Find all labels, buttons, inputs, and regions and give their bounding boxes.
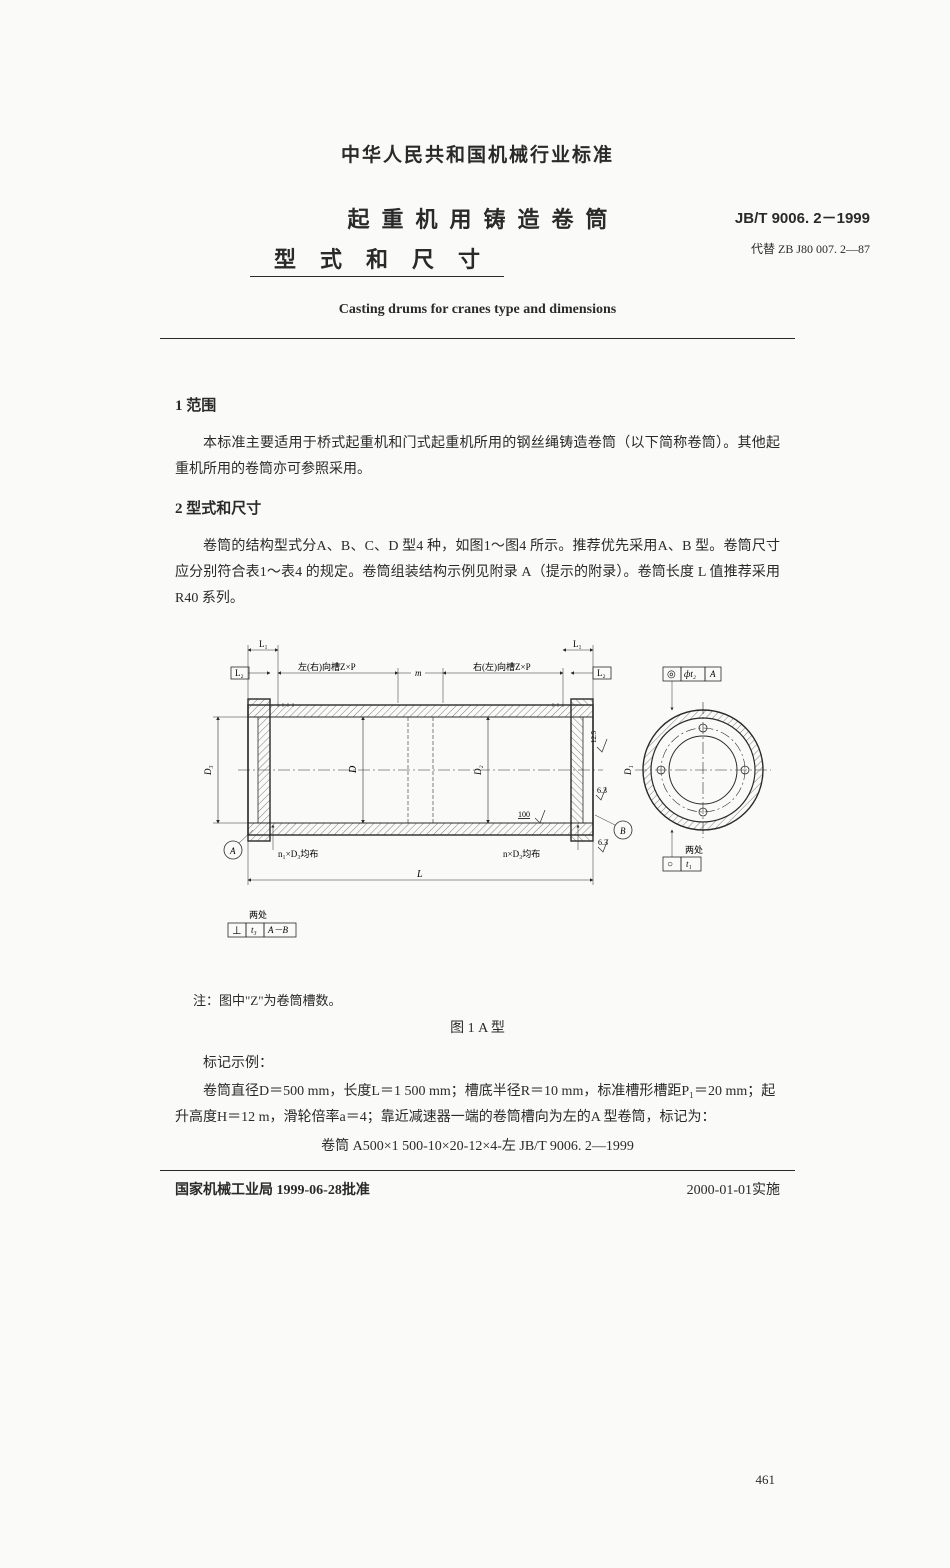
bottom-divider <box>160 1170 795 1171</box>
tol-t1: t₁ <box>686 859 692 869</box>
drum-end-view: D₁ ◎ фt₂ A 两处 ○ t₁ <box>623 667 771 871</box>
concentricity-symbol: ◎ <box>667 669 676 680</box>
drum-section-view: L₁ L₂ 左(右)向槽Z×P m 右(左)向槽Z×P <box>203 639 632 885</box>
figure-caption: 图 1 A 型 <box>175 1017 780 1037</box>
label-n1D3: n₁×D₃均布 <box>278 848 318 859</box>
label-right-groove: 右(左)向槽Z×P <box>473 661 531 672</box>
surface-125: 12.5 <box>590 731 598 744</box>
approval-text: 国家机械工业局 1999-06-28批准 <box>175 1179 370 1199</box>
country-standard-heading: 中华人民共和国机械行业标准 <box>175 140 780 167</box>
label-m: m <box>415 668 422 678</box>
surface-100: 100 <box>518 810 530 819</box>
figure-note: 注：图中"Z"为卷筒槽数。 <box>193 990 780 1009</box>
section-1-paragraph: 本标准主要适用于桥式起重机和门式起重机所用的钢丝绳铸造卷筒（以下简称卷筒）。其他… <box>175 431 780 483</box>
marking-designation: 卷筒 A500×1 500-10×20-12×4-左 JB/T 9006. 2—… <box>175 1135 780 1155</box>
standard-code: JB/T 9006. 2－1999 <box>735 207 870 228</box>
tol-t3: t₃ <box>251 925 257 935</box>
tol-datum-A: A <box>709 669 716 679</box>
circ-symbol: ○ <box>667 859 673 870</box>
implementation-text: 2000-01-01实施 <box>687 1179 780 1199</box>
marking-example-text: 卷筒直径D＝500 mm，长度L＝1 500 mm；槽底半径R＝10 mm，标准… <box>175 1079 780 1131</box>
label-D1: D₁ <box>623 766 633 777</box>
tol-AB: A－B <box>267 925 288 935</box>
label-two-places-left: 两处 <box>249 909 267 920</box>
section-1-heading: 1 范围 <box>175 394 780 415</box>
detail-B-callout: B <box>620 826 626 836</box>
label-left-groove: 左(右)向槽Z×P <box>298 661 356 672</box>
label-D2: D₂ <box>473 766 483 777</box>
label-L2-left: L₂ <box>235 668 244 678</box>
doc-title-line1: 起重机用铸造卷筒 <box>175 202 780 234</box>
footer-row: 国家机械工业局 1999-06-28批准 2000-01-01实施 <box>175 1179 780 1199</box>
top-divider <box>160 338 795 339</box>
title-row-2: 型式和尺寸 <box>175 242 780 277</box>
replaces-code: 代替 ZB J80 007. 2—87 <box>751 240 870 257</box>
section-2-heading: 2 型式和尺寸 <box>175 497 780 518</box>
label-D: D <box>348 765 359 774</box>
figure-1-drawing: L₁ L₂ 左(右)向槽Z×P m 右(左)向槽Z×P <box>183 625 773 955</box>
label-L1-left: L₁ <box>259 639 268 649</box>
label-D3: D₃ <box>203 766 213 777</box>
label-nD3: n×D₃均布 <box>503 848 540 859</box>
title-block: 起重机用铸造卷筒 型式和尺寸 JB/T 9006. 2－1999 代替 ZB J… <box>175 202 780 277</box>
label-L: L <box>416 869 423 880</box>
perp-symbol: ⊥ <box>232 925 242 937</box>
label-two-places-bottom: 两处 <box>685 844 703 855</box>
page-number: 461 <box>756 1472 776 1488</box>
tolerance-frame-left: 两处 ⊥ t₃ A－B <box>228 909 296 937</box>
label-L2-right: L₂ <box>597 668 606 678</box>
english-title: Casting drums for cranes type and dimens… <box>175 302 780 318</box>
section-2-paragraph: 卷筒的结构型式分A、B、C、D 型4 种，如图1～图4 所示。推荐优先采用A、B… <box>175 534 780 612</box>
tolerance-frame-top: ◎ фt₂ A <box>663 667 721 710</box>
doc-title-line2: 型式和尺寸 <box>250 242 504 277</box>
tolerance-frame-bottom: 两处 ○ t₁ <box>663 830 703 871</box>
label-L1-right: L₁ <box>573 639 582 649</box>
detail-A-callout: A <box>229 846 236 856</box>
marking-label: 标记示例： <box>175 1051 780 1077</box>
tol-phi-t2: фt₂ <box>684 669 696 679</box>
figure-1-container: L₁ L₂ 左(右)向槽Z×P m 右(左)向槽Z×P <box>175 625 780 960</box>
